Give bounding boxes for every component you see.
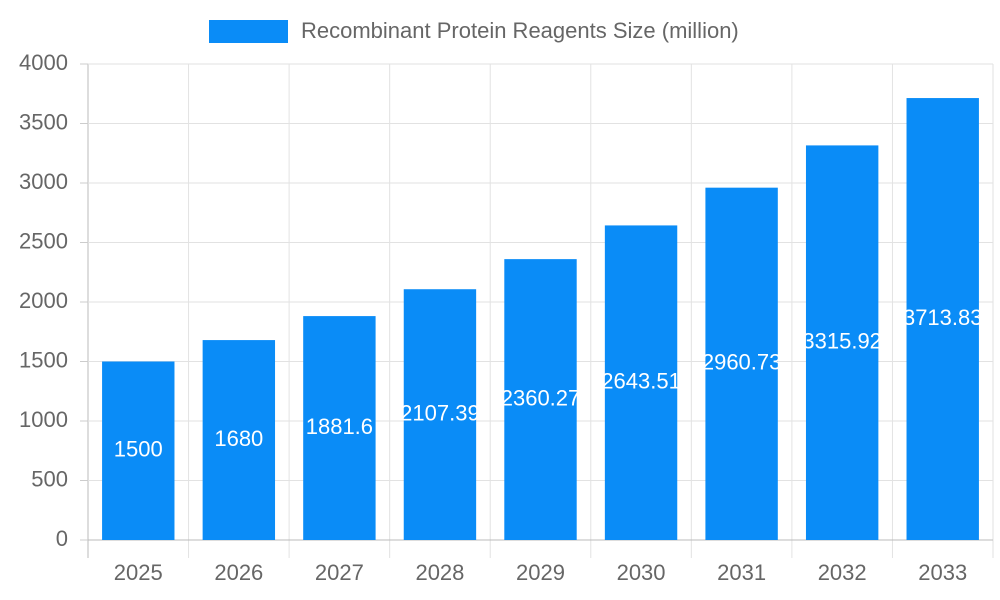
- x-tick-label: 2025: [114, 560, 163, 585]
- x-tick-label: 2028: [415, 560, 464, 585]
- x-tick-label: 2031: [717, 560, 766, 585]
- data-label: 3315.92: [802, 329, 882, 354]
- y-tick-label: 2000: [19, 288, 68, 313]
- x-tick-label: 2033: [918, 560, 967, 585]
- x-tick-label: 2026: [214, 560, 263, 585]
- y-tick-label: 2500: [19, 228, 68, 253]
- data-label: 2107.39: [400, 400, 480, 425]
- x-tick-label: 2030: [617, 560, 666, 585]
- y-tick-label: 1000: [19, 407, 68, 432]
- y-tick-label: 1500: [19, 347, 68, 372]
- bar: [102, 361, 175, 540]
- bar: [403, 289, 477, 540]
- y-tick-label: 3500: [19, 109, 68, 134]
- bar: [202, 340, 276, 540]
- y-tick-label: 0: [56, 526, 68, 551]
- legend-swatch: [209, 20, 288, 43]
- legend-label: Recombinant Protein Reagents Size (milli…: [301, 18, 739, 43]
- bar: [604, 225, 678, 541]
- data-label: 2643.51: [601, 369, 681, 394]
- bar: [303, 316, 376, 540]
- x-tick-label: 2032: [818, 560, 867, 585]
- bar: [504, 259, 577, 540]
- x-tick-label: 2027: [315, 560, 364, 585]
- y-tick-label: 500: [31, 466, 68, 491]
- bar: [705, 187, 778, 540]
- data-label: 1500: [114, 437, 163, 462]
- y-tick-label: 3000: [19, 169, 68, 194]
- data-label: 2360.27: [501, 385, 581, 410]
- x-tick-label: 2029: [516, 560, 565, 585]
- bar: [805, 145, 879, 540]
- data-label: 1881.6: [306, 414, 373, 439]
- y-tick-label: 4000: [19, 50, 68, 75]
- data-label: 3713.83: [903, 305, 983, 330]
- data-label: 1680: [214, 426, 263, 451]
- data-label: 2960.73: [702, 350, 782, 375]
- bar: [906, 98, 979, 540]
